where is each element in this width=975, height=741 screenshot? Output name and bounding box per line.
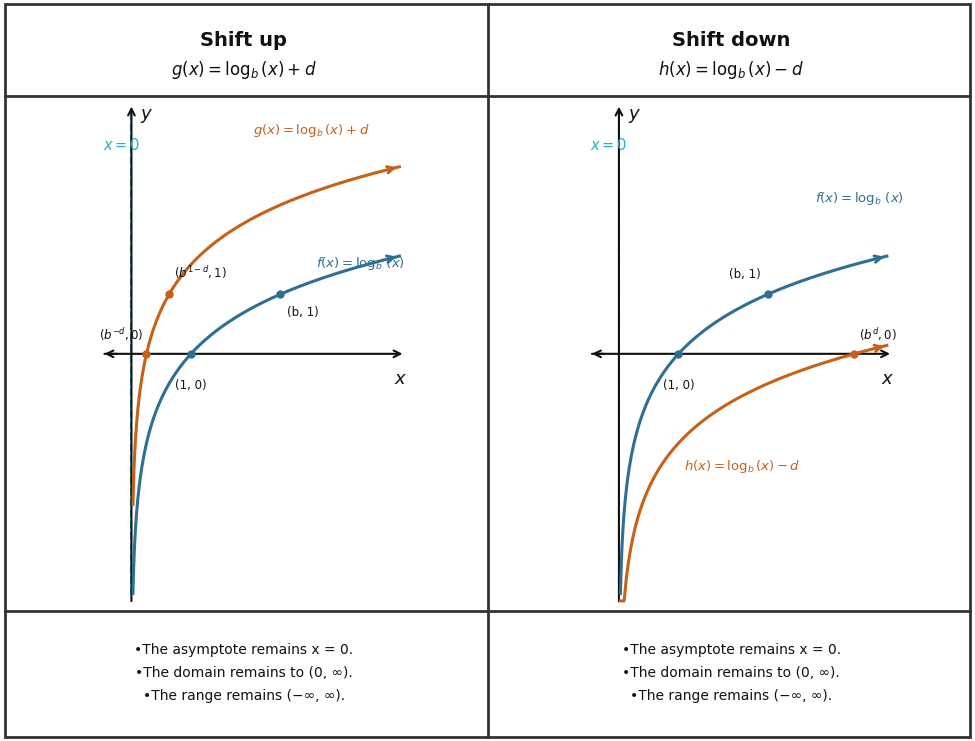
Text: $f(x) = \log_b\,(x)$: $f(x) = \log_b\,(x)$ <box>815 190 905 207</box>
Text: $x$: $x$ <box>394 370 408 388</box>
Text: (b, 1): (b, 1) <box>288 306 319 319</box>
Text: (b, 1): (b, 1) <box>729 268 760 281</box>
Text: (1, 0): (1, 0) <box>663 379 694 392</box>
Text: $f(x) = \log_b\,(x)$: $f(x) = \log_b\,(x)$ <box>316 256 405 273</box>
Text: $(b^{1-d}, 1)$: $(b^{1-d}, 1)$ <box>174 265 227 281</box>
Text: $(b^{-d}, 0)$: $(b^{-d}, 0)$ <box>98 326 143 343</box>
Text: $x = 0$: $x = 0$ <box>590 137 628 153</box>
Text: $h(x) = \log_b(x) - d$: $h(x) = \log_b(x) - d$ <box>658 59 804 82</box>
Text: $x = 0$: $x = 0$ <box>102 137 140 153</box>
Text: Shift down: Shift down <box>672 31 791 50</box>
Text: (1, 0): (1, 0) <box>176 379 207 392</box>
Text: $y$: $y$ <box>628 107 642 124</box>
Text: $(b^d, 0)$: $(b^d, 0)$ <box>859 326 897 343</box>
Text: $g(x) = \log_b(x) + d$: $g(x) = \log_b(x) + d$ <box>171 59 317 82</box>
Text: $y$: $y$ <box>140 107 154 124</box>
Text: $x$: $x$ <box>881 370 895 388</box>
Text: •The asymptote remains x = 0.
•The domain remains to (0, ∞).
•The range remains : •The asymptote remains x = 0. •The domai… <box>135 643 353 702</box>
Text: $g(x) = \log_b(x) + d$: $g(x) = \log_b(x) + d$ <box>254 122 370 139</box>
Text: $h(x) = \log_b(x) - d$: $h(x) = \log_b(x) - d$ <box>684 458 800 475</box>
Text: Shift up: Shift up <box>200 31 288 50</box>
Text: •The asymptote remains x = 0.
•The domain remains to (0, ∞).
•The range remains : •The asymptote remains x = 0. •The domai… <box>622 643 840 702</box>
